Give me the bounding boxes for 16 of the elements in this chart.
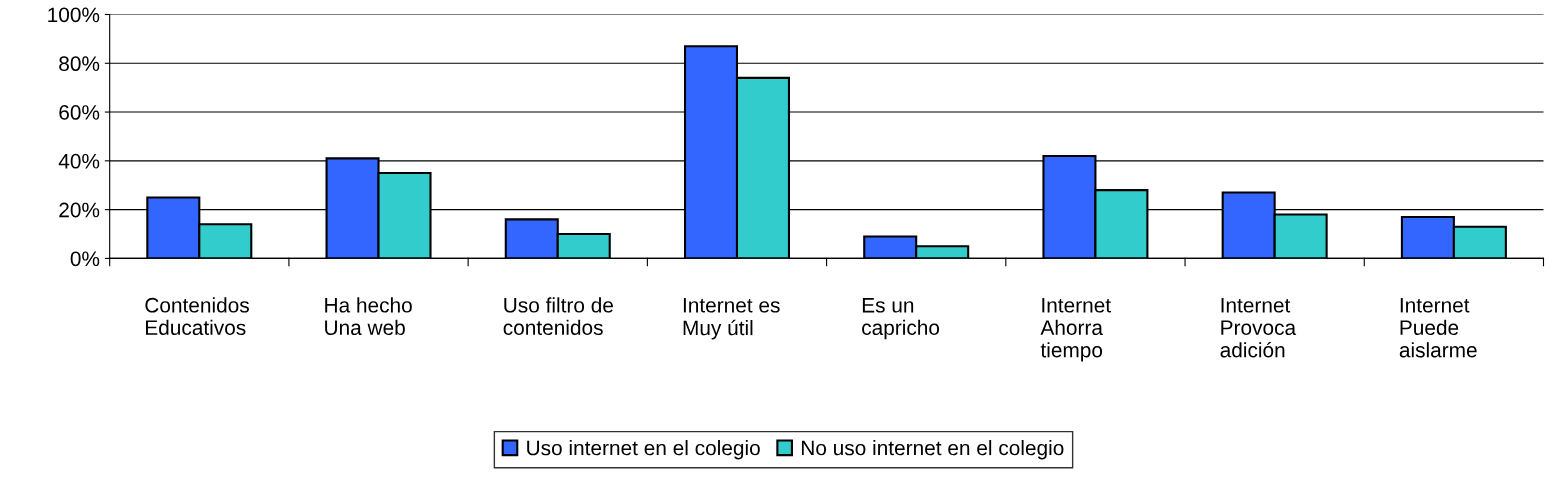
y-tick-label: 100% — [48, 7, 100, 23]
x-tick-label: Internet Ahorra tiempo — [1040, 298, 1111, 362]
y-tick-label: 0% — [70, 251, 100, 267]
y-tick-label: 20% — [59, 202, 100, 218]
x-tick-label: Internet es Muy útil — [683, 298, 780, 340]
y-tick-label: 60% — [59, 105, 100, 120]
y-tick-label: 80% — [59, 56, 100, 72]
x-tick-label: Internet Provoca adición — [1220, 298, 1297, 358]
x-tick-label: Internet Puede aislarme — [1399, 298, 1477, 358]
x-tick-label: Uso filtro de contenidos — [503, 297, 613, 336]
x-tick-label: Ha hecho Una web — [325, 297, 412, 336]
legend-label: No uso internet en el colegio — [801, 440, 1064, 460]
y-tick-label: 40% — [58, 153, 100, 169]
x-tick-label: Contenidos Educativos — [145, 297, 249, 336]
x-tick-label: Es un capricho — [862, 298, 940, 340]
legend-label: Uso internet en el colegio — [527, 440, 760, 460]
